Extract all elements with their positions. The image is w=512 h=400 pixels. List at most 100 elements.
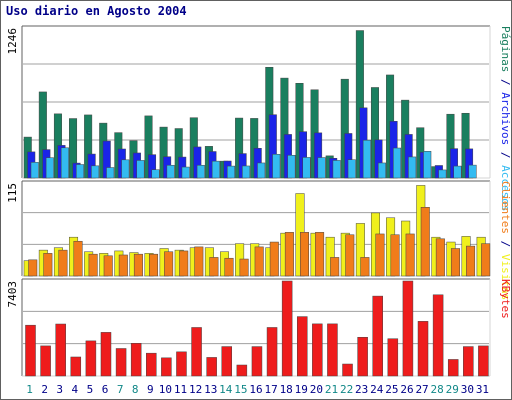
bar-clientes-day-16 (254, 246, 264, 277)
bar-clientes-day-22 (345, 234, 355, 277)
x-tick-label-19: 19 (295, 383, 308, 396)
bar-accesos-day-14 (227, 165, 236, 179)
bar-kbytes-day-8 (130, 343, 142, 377)
bar-clientes-day-31 (481, 243, 491, 277)
panel-middle-legend: Clientes / Visitas (499, 181, 512, 300)
bar-kbytes-day-25 (387, 338, 399, 377)
bar-kbytes-day-31 (478, 345, 489, 377)
bar-clientes-day-28 (435, 238, 445, 277)
bar-accesos-day-26 (408, 156, 417, 179)
bar-clientes-day-24 (375, 233, 385, 277)
bar-kbytes-day-30 (463, 346, 474, 377)
bar-accesos-day-18 (287, 154, 296, 179)
bar-kbytes-day-17 (266, 327, 278, 377)
bar-kbytes-day-22 (342, 363, 353, 377)
bar-accesos-day-16 (257, 162, 266, 179)
bar-accesos-day-10 (166, 164, 175, 179)
bar-clientes-day-27 (420, 207, 430, 277)
chart-title: Uso diario en Agosto 2004 (6, 4, 187, 18)
x-tick-label-8: 8 (132, 383, 139, 396)
x-tick-label-4: 4 (72, 383, 79, 396)
bar-clientes-day-17 (269, 241, 279, 277)
x-tick-label-12: 12 (189, 383, 202, 396)
legend-segment: / (499, 145, 512, 165)
bar-kbytes-day-20 (312, 323, 323, 377)
bar-kbytes-day-11 (176, 351, 187, 377)
bar-clientes-day-9 (149, 253, 159, 277)
bar-accesos-day-13 (211, 160, 220, 179)
bar-clientes-day-1 (28, 259, 38, 277)
bar-kbytes-day-27 (417, 321, 429, 377)
bar-clientes-day-15 (239, 258, 249, 277)
bar-accesos-day-23 (362, 139, 371, 179)
bar-kbytes-day-3 (55, 323, 66, 377)
bar-clientes-day-21 (330, 257, 340, 277)
legend-segment: Visitas (499, 254, 512, 300)
x-tick-label-6: 6 (102, 383, 109, 396)
bar-accesos-day-6 (106, 167, 115, 179)
x-tick-label-20: 20 (310, 383, 323, 396)
bar-kbytes-day-23 (357, 336, 368, 377)
bar-accesos-day-4 (76, 164, 85, 179)
bar-accesos-day-28 (438, 169, 447, 179)
x-tick-label-13: 13 (204, 383, 217, 396)
bar-kbytes-day-28 (432, 294, 444, 377)
x-tick-label-14: 14 (219, 383, 233, 396)
legend-segment: Clientes (499, 181, 512, 234)
bar-kbytes-day-10 (161, 357, 172, 377)
bar-accesos-day-15 (242, 165, 251, 179)
bar-clientes-day-26 (405, 233, 415, 277)
bar-kbytes-day-2 (40, 345, 51, 377)
x-tick-label-17: 17 (264, 383, 277, 396)
bar-accesos-day-17 (272, 154, 281, 179)
bar-kbytes-day-13 (206, 357, 217, 377)
x-tick-label-31: 31 (476, 383, 489, 396)
bar-kbytes-day-29 (447, 359, 459, 377)
bar-clientes-day-18 (284, 232, 294, 277)
bar-kbytes-day-26 (402, 280, 414, 377)
bar-clientes-day-7 (118, 254, 128, 277)
bar-kbytes-day-19 (296, 316, 308, 377)
x-tick-label-23: 23 (355, 383, 368, 396)
bar-accesos-day-5 (91, 165, 100, 179)
x-tick-label-3: 3 (56, 383, 63, 396)
x-tick-label-15: 15 (234, 383, 247, 396)
panel-middle-max-label: 115 (6, 183, 19, 203)
bar-accesos-day-30 (468, 164, 477, 179)
bar-clientes-day-14 (224, 257, 234, 277)
bar-clientes-day-4 (73, 240, 83, 277)
bar-clientes-day-13 (209, 257, 219, 277)
bar-accesos-day-1 (30, 162, 39, 179)
x-tick-label-18: 18 (280, 383, 293, 396)
bar-clientes-day-3 (58, 249, 68, 277)
bar-accesos-day-7 (121, 159, 130, 179)
x-tick-label-9: 9 (147, 383, 154, 396)
x-tick-label-26: 26 (400, 383, 413, 396)
legend-segment: / (499, 234, 512, 254)
bar-clientes-day-12 (194, 246, 204, 277)
bar-accesos-day-21 (332, 160, 341, 179)
legend-segment: Accesos (499, 165, 512, 211)
bar-clientes-day-20 (315, 232, 325, 277)
x-tick-label-1: 1 (26, 383, 33, 396)
bar-clientes-day-23 (360, 257, 370, 277)
bar-accesos-day-29 (453, 165, 462, 179)
bar-accesos-day-11 (181, 166, 190, 179)
bar-kbytes-day-18 (281, 280, 293, 377)
bar-kbytes-day-12 (191, 327, 202, 377)
bar-kbytes-day-14 (221, 346, 233, 377)
x-tick-label-5: 5 (87, 383, 94, 396)
panel-bottom-max-label: 7403 (6, 281, 19, 308)
bar-accesos-day-24 (377, 162, 386, 179)
x-tick-label-24: 24 (370, 383, 384, 396)
x-tick-label-7: 7 (117, 383, 124, 396)
bar-clientes-day-10 (164, 251, 174, 277)
legend-segment: Archivos (499, 92, 512, 145)
bar-accesos-day-20 (317, 157, 326, 179)
bar-kbytes-day-21 (327, 323, 338, 377)
legend-segment: KBytes (499, 279, 512, 319)
bar-kbytes-day-15 (236, 364, 248, 377)
bar-clientes-day-25 (390, 234, 400, 277)
bar-clientes-day-6 (103, 255, 113, 277)
